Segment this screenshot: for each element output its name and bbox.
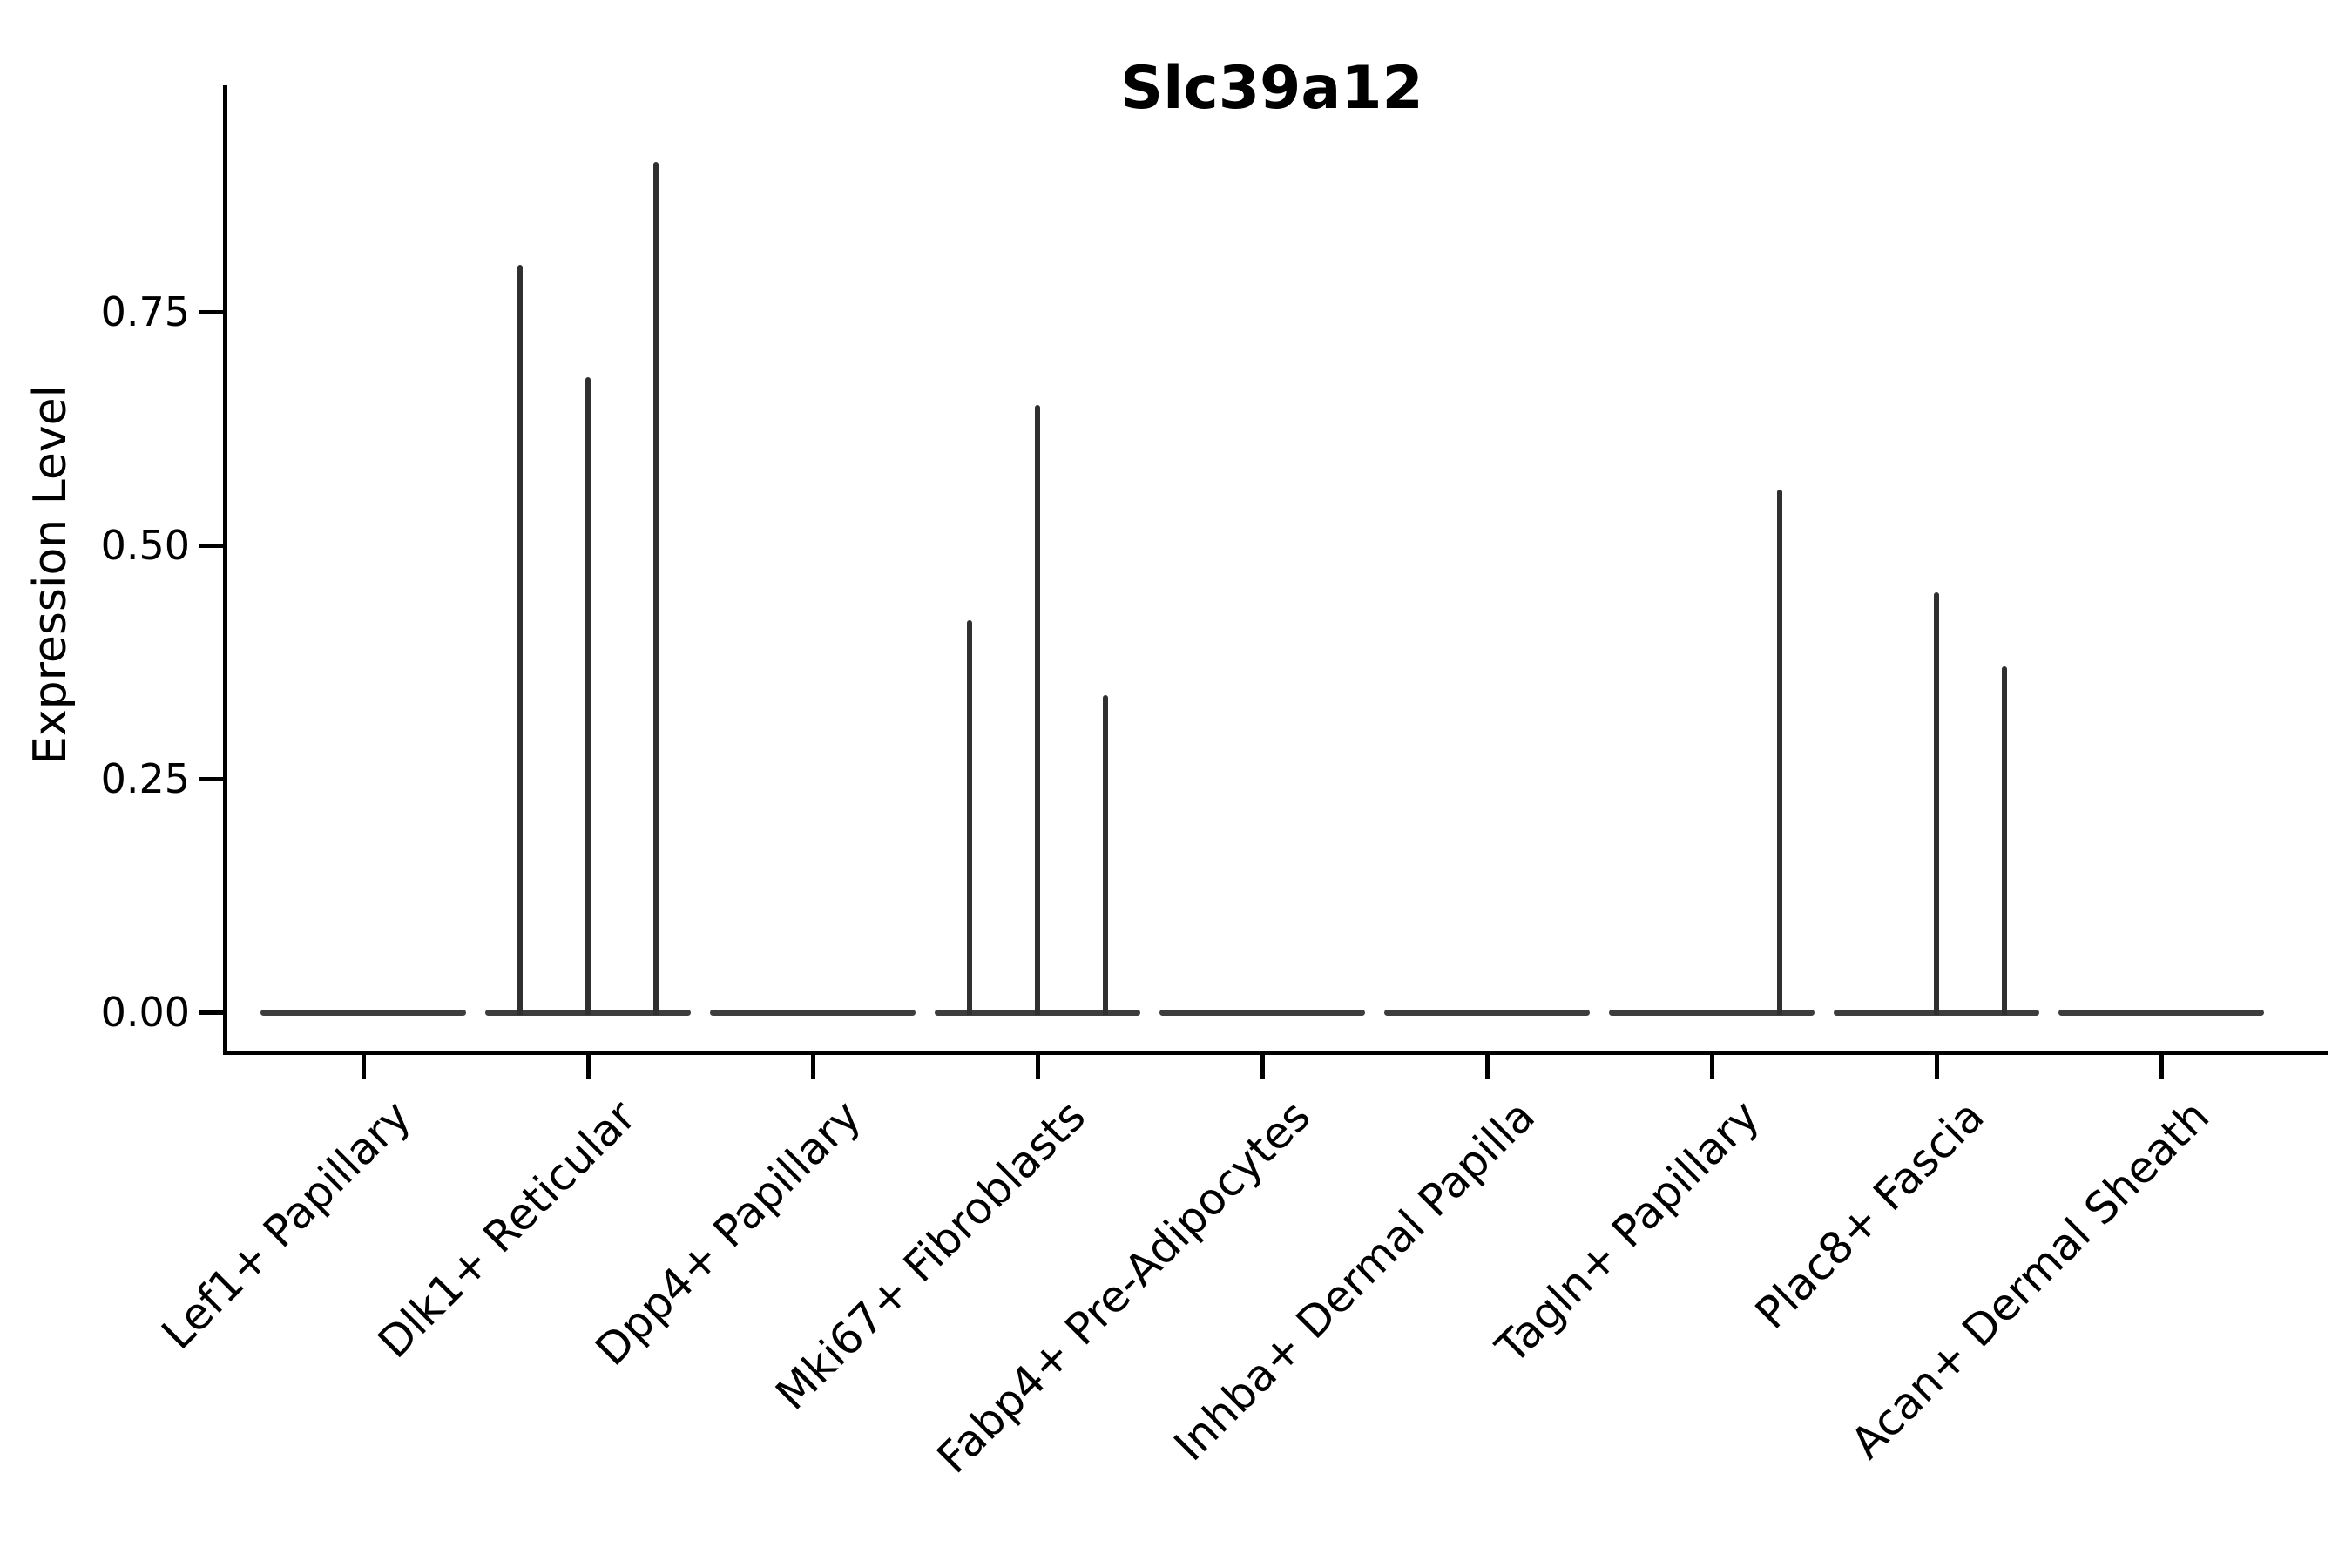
x-tick-label: Inhba+ Dermal Papilla bbox=[1164, 1091, 1545, 1471]
x-tick-mark bbox=[1485, 1055, 1490, 1079]
y-tick-label: 0.75 bbox=[100, 288, 190, 335]
y-tick-label: 0.50 bbox=[100, 522, 190, 569]
x-tick-mark bbox=[586, 1055, 591, 1079]
violin-baseline bbox=[1159, 1010, 1365, 1016]
y-tick-label: 0.00 bbox=[100, 989, 190, 1036]
violin-baseline bbox=[710, 1010, 916, 1016]
x-tick-mark bbox=[1036, 1055, 1040, 1079]
violin-spike bbox=[585, 377, 591, 1015]
violin-spike bbox=[1934, 591, 1939, 1015]
violin-spike bbox=[2002, 666, 2007, 1015]
violin-spike bbox=[1103, 694, 1108, 1015]
x-axis-line bbox=[223, 1051, 2328, 1055]
y-tick-mark bbox=[199, 544, 223, 548]
x-tick-label: Acan+ Dermal Sheath bbox=[1841, 1091, 2220, 1469]
x-tick-label: Plac8+ Fascia bbox=[1746, 1091, 1995, 1339]
x-tick-mark bbox=[1710, 1055, 1714, 1079]
y-tick-mark bbox=[199, 777, 223, 781]
y-tick-label: 0.25 bbox=[100, 755, 190, 802]
violin-spike bbox=[967, 619, 972, 1015]
violin-baseline bbox=[1384, 1010, 1590, 1016]
violin-baseline bbox=[2058, 1010, 2264, 1016]
x-tick-label: Fabp4+ Pre-Adipocytes bbox=[927, 1091, 1321, 1484]
x-tick-mark bbox=[362, 1055, 366, 1079]
chart-title: Slc39a12 bbox=[1120, 54, 1423, 123]
x-tick-mark bbox=[811, 1055, 815, 1079]
violin-baseline bbox=[1609, 1010, 1815, 1016]
violin-spike bbox=[1777, 489, 1782, 1015]
violin-spike bbox=[1035, 405, 1040, 1015]
y-axis-title: Expression Level bbox=[24, 384, 77, 766]
x-tick-mark bbox=[1260, 1055, 1265, 1079]
violin-spike bbox=[517, 265, 523, 1015]
y-tick-mark bbox=[199, 1010, 223, 1015]
violin-spike bbox=[653, 162, 659, 1015]
x-tick-mark bbox=[2159, 1055, 2164, 1079]
y-axis-line bbox=[223, 85, 227, 1055]
y-tick-mark bbox=[199, 310, 223, 314]
x-tick-mark bbox=[1935, 1055, 1939, 1079]
violin-baseline bbox=[260, 1010, 466, 1016]
